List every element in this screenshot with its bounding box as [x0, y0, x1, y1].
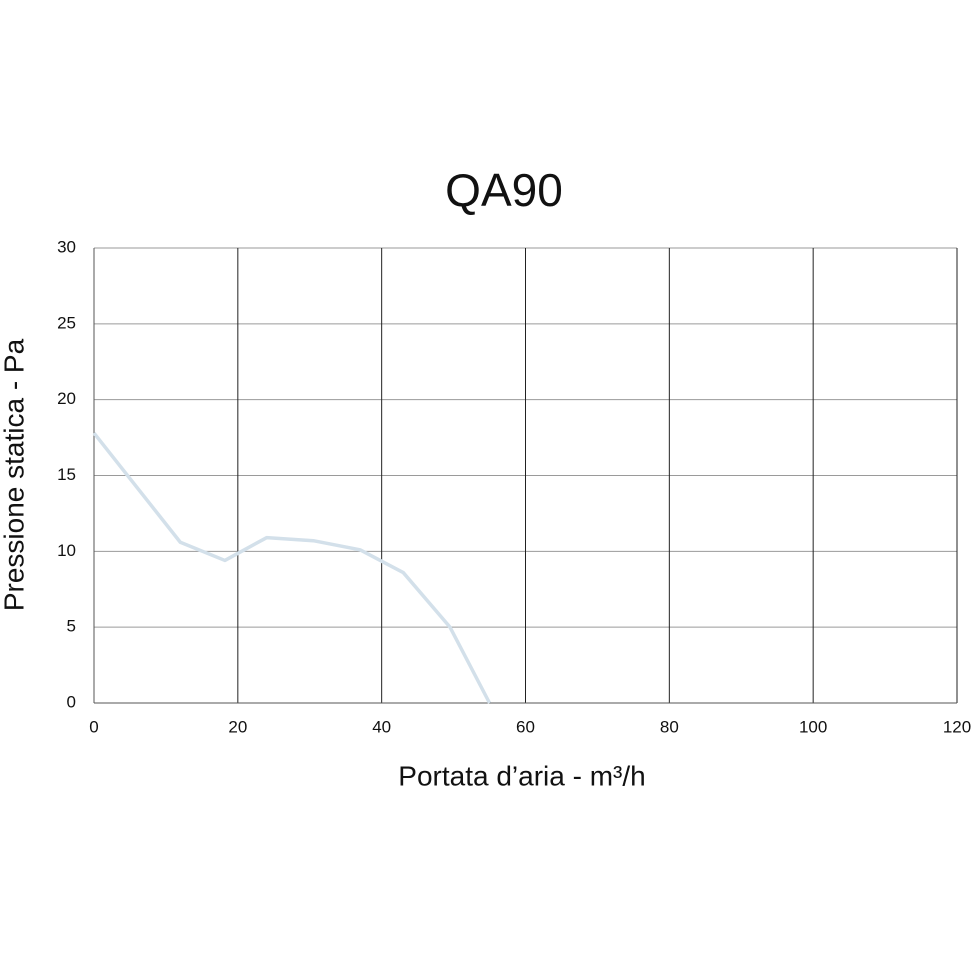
x-tick-label: 120 — [943, 717, 971, 736]
y-tick-label: 30 — [57, 237, 76, 256]
series-line — [92, 431, 492, 704]
x-tick-label: 0 — [89, 717, 98, 736]
y-tick-label: 5 — [67, 617, 76, 636]
x-tick-label: 60 — [516, 717, 535, 736]
y-tick-label: 15 — [57, 465, 76, 484]
chart-title: QA90 — [445, 164, 563, 216]
x-axis-label: Portata d’aria - m³/h — [398, 760, 645, 791]
x-tick-label: 80 — [660, 717, 679, 736]
y-axis-label: Pressione statica - Pa — [0, 338, 29, 611]
y-tick-label: 0 — [67, 692, 76, 711]
x-tick-label: 40 — [372, 717, 391, 736]
y-tick-label: 20 — [57, 389, 76, 408]
y-tick-label: 10 — [57, 541, 76, 560]
y-tick-label: 25 — [57, 313, 76, 332]
x-tick-label: 100 — [799, 717, 827, 736]
x-tick-label: 20 — [228, 717, 247, 736]
